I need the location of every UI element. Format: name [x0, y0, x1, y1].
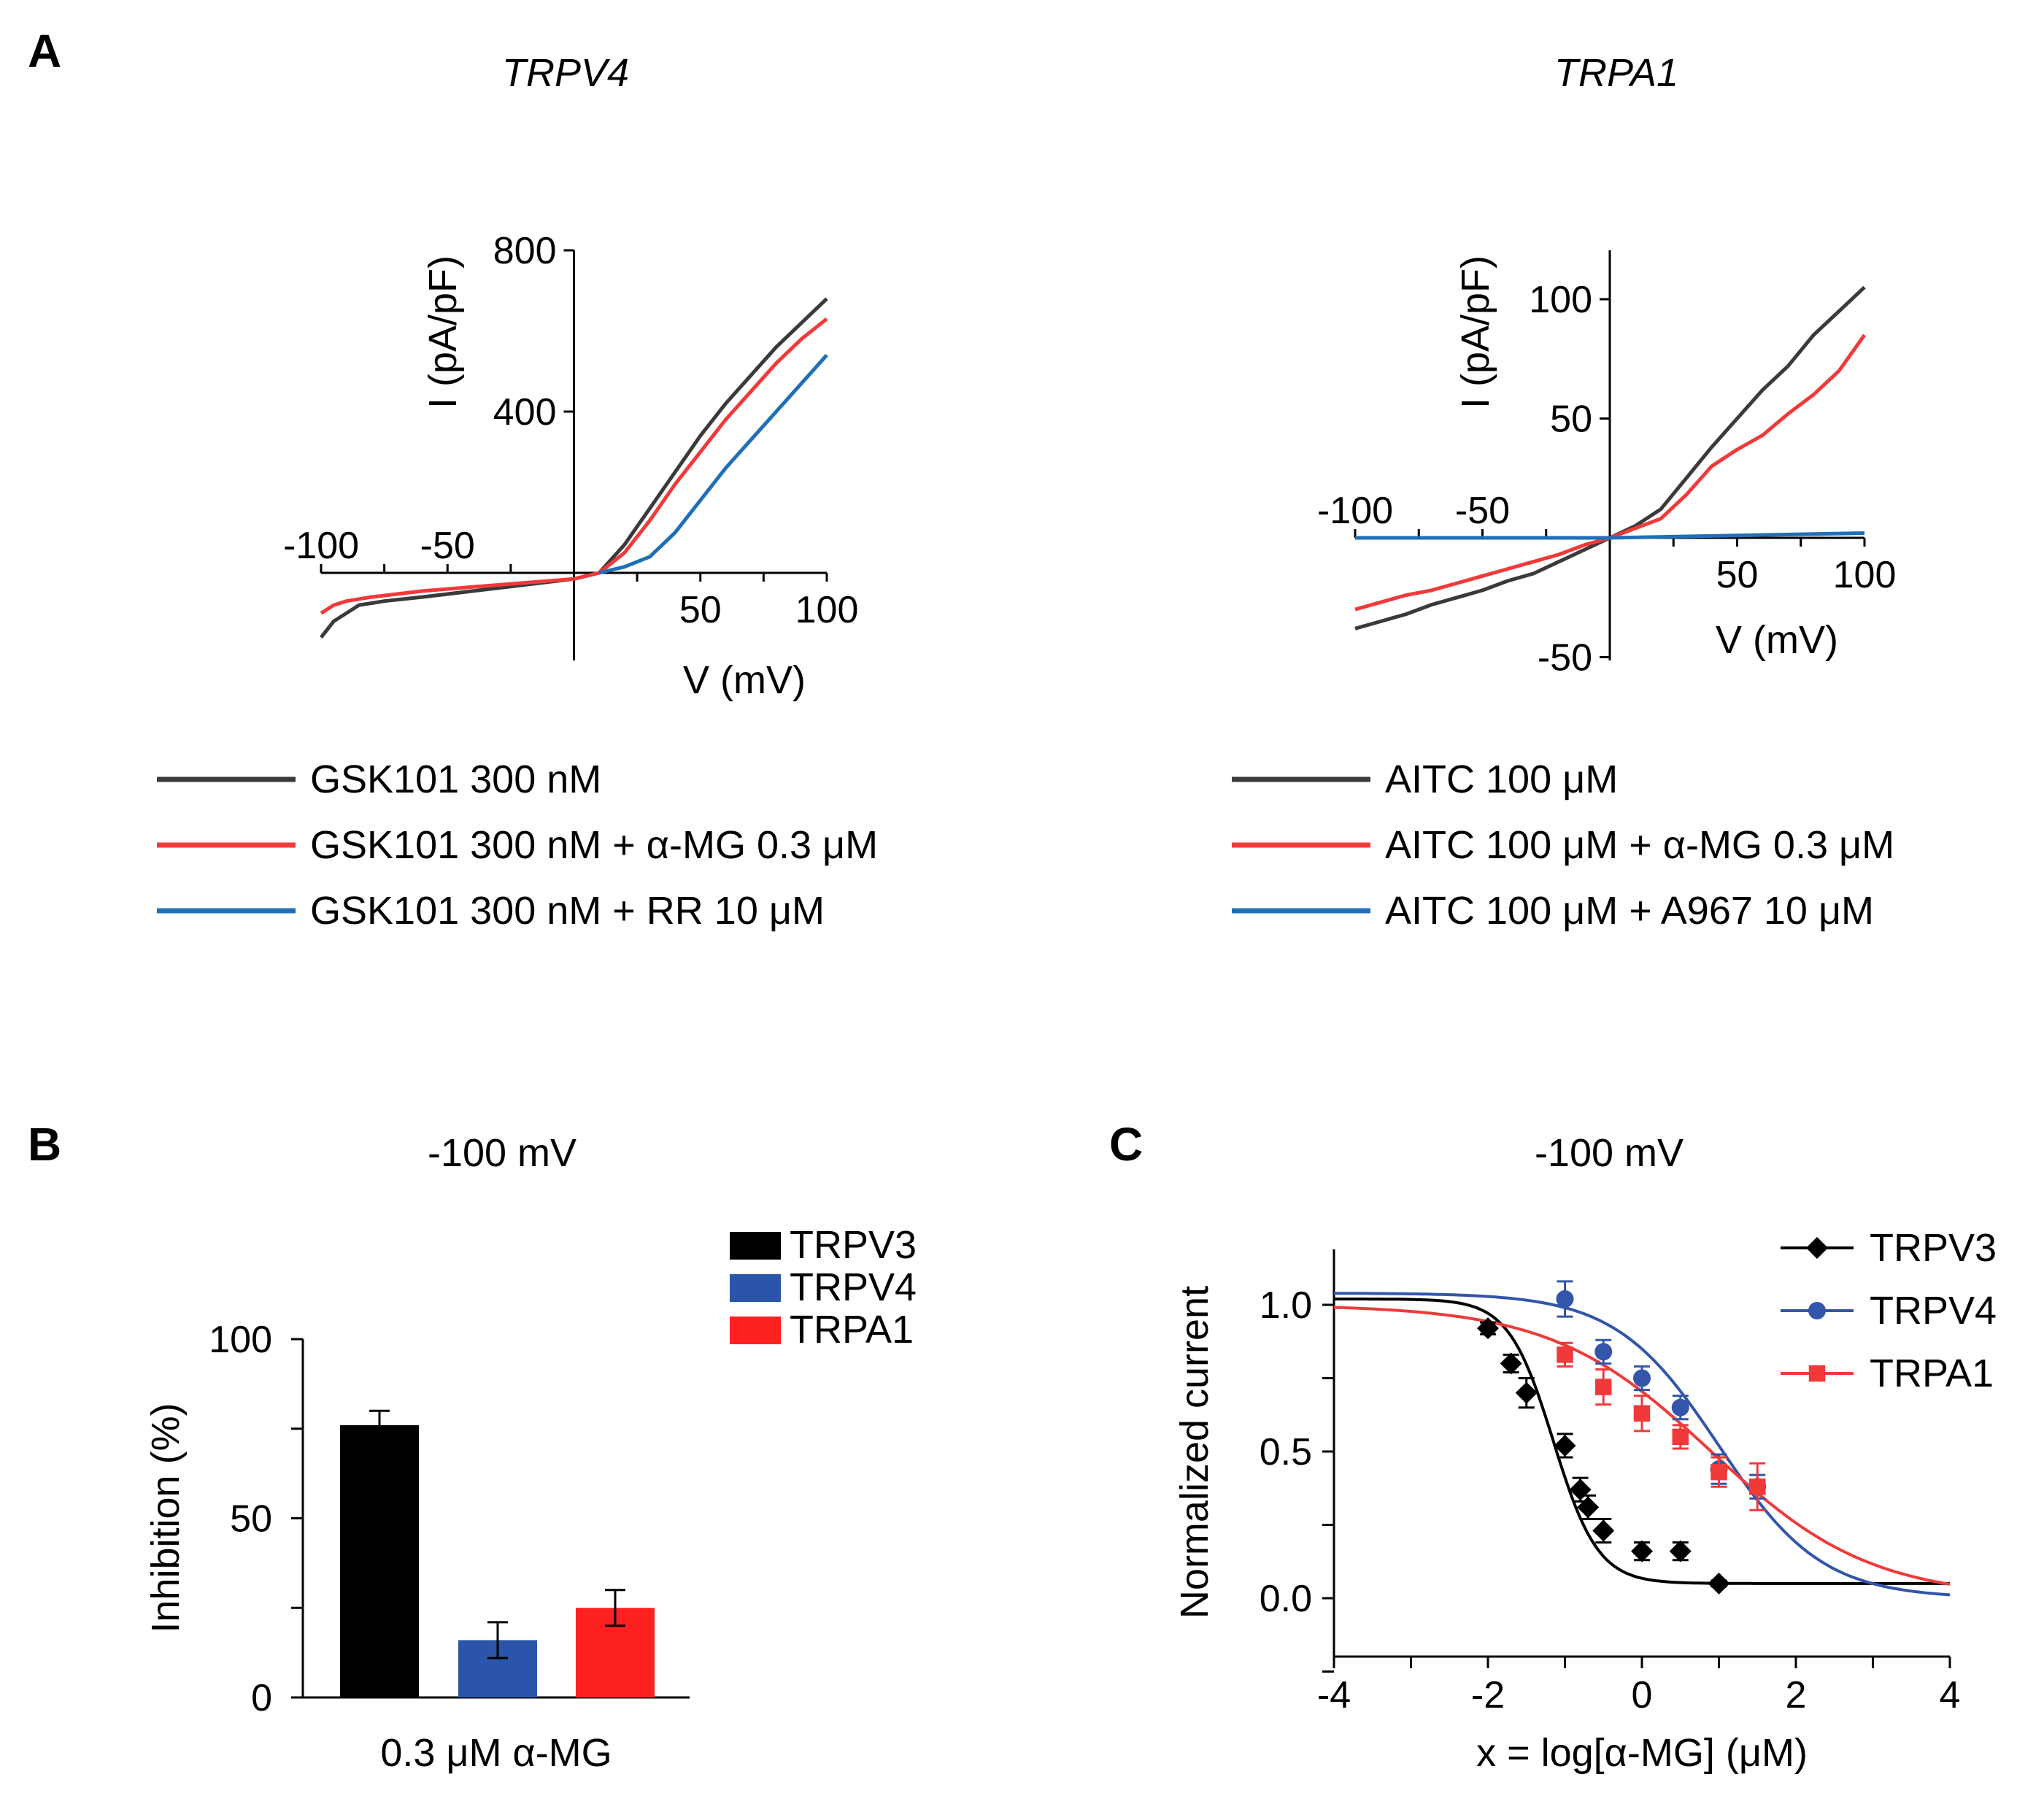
panel-letter-b: B	[28, 1118, 61, 1171]
legend-marker	[1806, 1237, 1828, 1259]
data-point-trpv3	[1500, 1352, 1522, 1375]
x-tick-label: -100	[1317, 490, 1393, 532]
bar-chart-title: -100 mV	[428, 1131, 576, 1175]
x-tick-label: 4	[1940, 1674, 1961, 1716]
data-point-trpa1	[1672, 1428, 1689, 1446]
legend-label: TRPV4	[1870, 1289, 1997, 1333]
data-point-trpa1	[1749, 1478, 1766, 1495]
trpv4-title: TRPV4	[502, 51, 629, 95]
dose-chart-title: -100 mV	[1535, 1131, 1684, 1175]
y-tick-label: 400	[493, 391, 557, 433]
legend-label: TRPV3	[790, 1223, 917, 1267]
x-tick-label: 100	[1833, 554, 1897, 596]
y-tick-label: 0.0	[1260, 1578, 1312, 1620]
y-tick-label: 100	[209, 1319, 272, 1361]
data-point-trpv3	[1477, 1317, 1499, 1340]
data-point-trpv3	[1708, 1572, 1730, 1595]
x-tick-label: 100	[795, 589, 859, 631]
y-tick-label: 50	[230, 1498, 272, 1541]
trpv4-iv-chart: -100 -50 50 100 400 800 V (mV) I (pA/pF) GSK101 …	[157, 230, 878, 933]
x-tick-label: -50	[420, 525, 475, 567]
x-axis-label: V (mV)	[683, 658, 806, 702]
data-point-trpv3	[1669, 1540, 1692, 1562]
legend-label: TRPV4	[790, 1265, 917, 1309]
legend-marker	[1808, 1302, 1826, 1319]
x-tick-label: -50	[1455, 490, 1510, 532]
fit-curve-trpv3	[1334, 1298, 1950, 1585]
x-tick-label: -2	[1471, 1674, 1505, 1716]
legend-label: GSK101 300 nM + RR 10 μM	[310, 889, 825, 933]
data-point-trpv4	[1556, 1290, 1574, 1308]
x-tick-label: -100	[283, 525, 359, 567]
x-tick-label: 50	[679, 589, 722, 631]
fit-curve-trpv4	[1334, 1292, 1951, 1597]
y-tick-label: 0	[251, 1677, 272, 1719]
legend-label: GSK101 300 nM	[310, 758, 601, 801]
fit-curve-trpa1	[1333, 1306, 1951, 1586]
data-point-trpv3	[1554, 1434, 1576, 1457]
data-point-trpv4	[1671, 1398, 1689, 1416]
y-tick-label: 100	[1529, 279, 1592, 321]
x-axis-label: x = log[α-MG] (μM)	[1476, 1731, 1808, 1775]
y-tick-label: 0.5	[1260, 1431, 1312, 1473]
y-axis-label: I (pA/pF)	[1454, 255, 1497, 409]
data-point-trpa1	[1711, 1463, 1727, 1481]
x-tick-label: 50	[1716, 554, 1759, 596]
legend-label: AITC 100 μM + A967 10 μM	[1385, 889, 1874, 933]
y-tick-label: 1.0	[1260, 1284, 1312, 1327]
x-tick-label: -4	[1317, 1674, 1351, 1716]
panel-letter-a: A	[28, 25, 61, 77]
data-point-trpv4	[1594, 1343, 1613, 1361]
y-axis-label: Inhibition (%)	[144, 1403, 188, 1633]
y-axis-label: I (pA/pF)	[421, 255, 465, 409]
legend-label: TRPV3	[1870, 1226, 1997, 1270]
trpa1-title: TRPA1	[1554, 51, 1678, 95]
legend-label: TRPA1	[1870, 1352, 1994, 1395]
x-axis-label: 0.3 μM α-MG	[380, 1731, 612, 1775]
series-line-3	[598, 353, 828, 575]
data-point-trpv3	[1515, 1381, 1538, 1404]
panel-letter-c: C	[1109, 1118, 1143, 1171]
data-point-trpv3	[1592, 1519, 1615, 1542]
y-axis-label: Normalized current	[1173, 1286, 1216, 1619]
legend-label: GSK101 300 nM + α-MG 0.3 μM	[310, 823, 878, 867]
data-point-trpv3	[1577, 1496, 1600, 1519]
legend-label: AITC 100 μM + α-MG 0.3 μM	[1385, 823, 1894, 867]
y-tick-label: 50	[1550, 398, 1592, 441]
data-point-trpv3	[1631, 1540, 1653, 1562]
legend-label: TRPA1	[790, 1308, 914, 1352]
y-tick-label: -50	[1538, 637, 1592, 679]
legend-swatch	[730, 1274, 781, 1302]
x-axis-label: V (mV)	[1716, 618, 1838, 662]
data-point-trpa1	[1557, 1346, 1573, 1363]
series-line-3	[1355, 531, 1865, 540]
dose-response-chart: -4 -2 0 2 4 0.0 0.5 1.0 Normalized current x = lo…	[1173, 1226, 1997, 1775]
x-tick-label: 0	[1632, 1674, 1653, 1716]
legend-marker	[1808, 1365, 1826, 1382]
legend-label: AITC 100 μM	[1385, 758, 1618, 801]
data-point-trpv4	[1633, 1369, 1651, 1387]
series-line-2	[320, 317, 828, 615]
x-tick-label: 2	[1786, 1674, 1807, 1716]
trpa1-iv-chart: -100 -50 50 100 -50 50 100 V (mV) I (pA/pF) AITC …	[1232, 250, 1896, 933]
legend-swatch	[730, 1232, 781, 1260]
bar-trpv3	[340, 1425, 419, 1697]
data-point-trpa1	[1633, 1405, 1651, 1422]
inhibition-bar-chart: 0 50 100 Inhibition (%) 0.3 μM α-MG TRPV3TRPV…	[144, 1223, 917, 1775]
data-point-trpa1	[1595, 1379, 1612, 1395]
y-tick-label: 800	[493, 230, 557, 272]
legend-swatch	[730, 1317, 781, 1344]
